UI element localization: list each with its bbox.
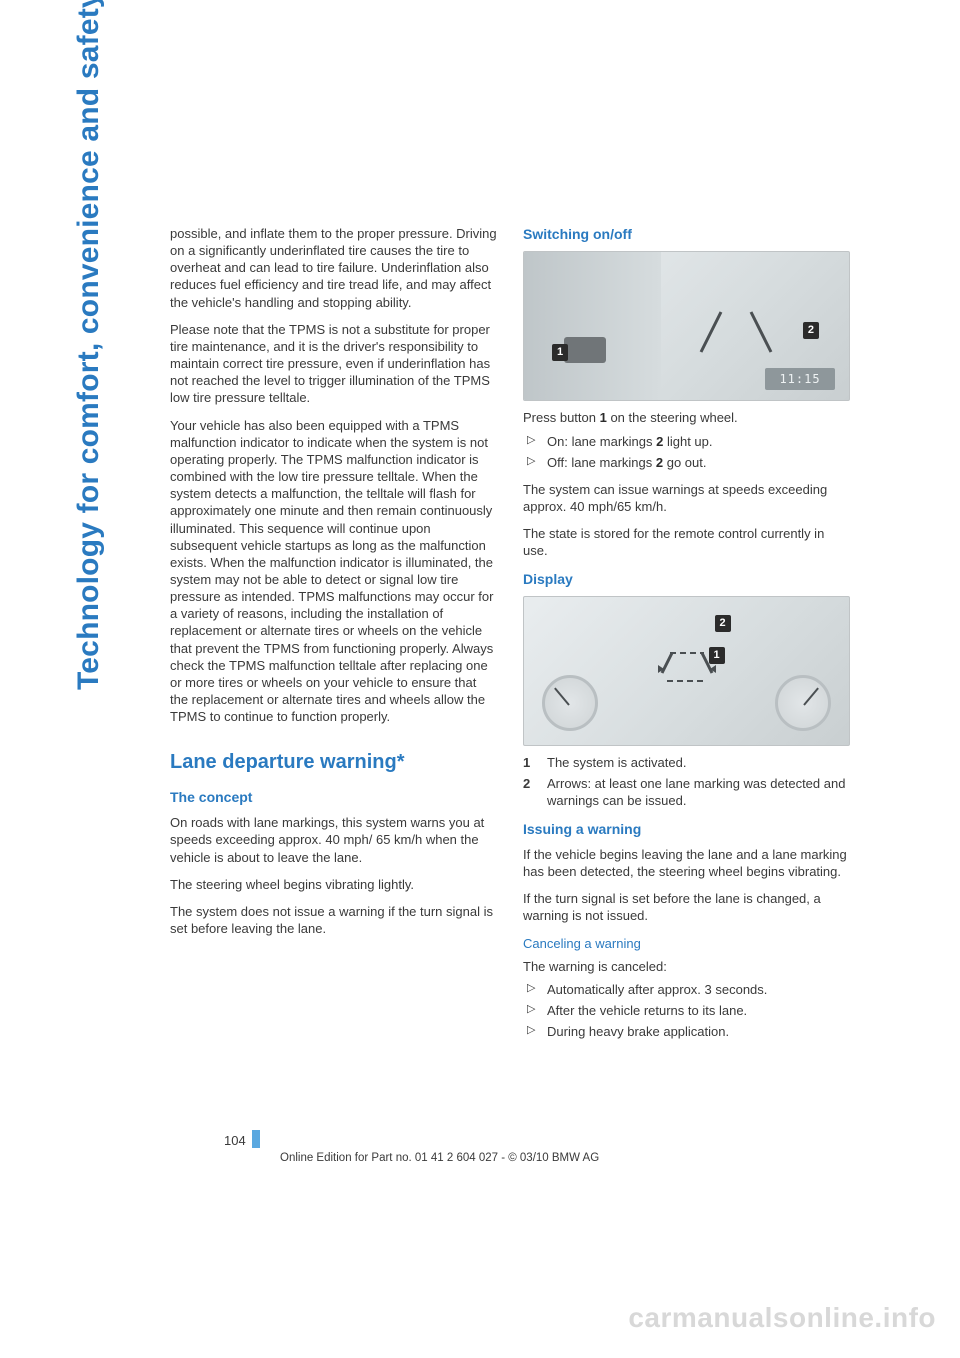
text-fragment: light up. <box>663 434 712 449</box>
list-number: 2 <box>523 775 530 792</box>
text-fragment: Press button <box>523 410 600 425</box>
subheading-switching: Switching on/off <box>523 225 850 243</box>
bullet-list: On: lane markings 2 light up. Off: lane … <box>523 433 850 471</box>
footer-text: Online Edition for Part no. 01 41 2 604 … <box>280 1152 599 1164</box>
text-fragment: The system is activated. <box>547 755 686 770</box>
body-text: If the vehicle begins leaving the lane a… <box>523 846 850 880</box>
body-text: Please note that the TPMS is not a subst… <box>170 321 497 407</box>
numbered-list: 1 The system is activated. 2 Arrows: at le… <box>523 754 850 809</box>
list-item: 1 The system is activated. <box>523 754 850 771</box>
text-fragment: Off: lane markings <box>547 455 656 470</box>
page-number-bar <box>252 1130 260 1148</box>
body-text: Press button 1 on the steering wheel. <box>523 409 850 426</box>
body-text: The system can issue warnings at speeds … <box>523 481 850 515</box>
subheading-display: Display <box>523 570 850 588</box>
callout-2: 2 <box>715 615 731 632</box>
gauge-left-icon <box>542 675 598 731</box>
watermark: carmanualsonline.info <box>628 1302 936 1334</box>
list-number: 1 <box>523 754 530 771</box>
body-text: possible, and inflate them to the proper… <box>170 225 497 311</box>
subheading-issuing: Issuing a warning <box>523 820 850 838</box>
heading-lane-departure: Lane departure warning* <box>170 749 497 775</box>
text-fragment: Arrows: at least one lane marking was de… <box>547 776 845 808</box>
body-text: The state is stored for the remote contr… <box>523 525 850 559</box>
subheading-concept: The concept <box>170 788 497 806</box>
body-text: Your vehicle has also been equipped with… <box>170 417 497 726</box>
page-number: 104 <box>224 1133 246 1148</box>
callout-2: 2 <box>803 322 819 339</box>
body-text: The system does not issue a warning if t… <box>170 903 497 937</box>
body-text: On roads with lane markings, this system… <box>170 814 497 865</box>
subheading-canceling: Canceling a warning <box>523 935 850 952</box>
page: Technology for comfort, convenience and … <box>0 0 960 1358</box>
content-columns: possible, and inflate them to the proper… <box>170 225 850 1050</box>
list-item: Off: lane markings 2 go out. <box>523 454 850 471</box>
callout-1: 1 <box>552 344 568 361</box>
list-item: After the vehicle returns to its lane. <box>523 1002 850 1019</box>
column-right: Switching on/off 1 2 11:15 Press button … <box>523 225 850 1050</box>
figure-clock: 11:15 <box>765 368 835 390</box>
body-text: If the turn signal is set before the lan… <box>523 890 850 924</box>
body-text: The warning is canceled: <box>523 958 850 975</box>
figure-switching: 1 2 11:15 <box>523 251 850 401</box>
callout-1: 1 <box>709 647 725 664</box>
figure-display: 2 1 <box>523 596 850 746</box>
list-item: On: lane markings 2 light up. <box>523 433 850 450</box>
list-item: 2 Arrows: at least one lane marking was d… <box>523 775 850 809</box>
bullet-list: Automatically after approx. 3 seconds. A… <box>523 981 850 1040</box>
page-number-box: 104 <box>224 1130 260 1148</box>
text-fragment: on the steering wheel. <box>607 410 738 425</box>
body-text: The steering wheel begins vibrating ligh… <box>170 876 497 893</box>
figure-shading <box>524 252 661 400</box>
figure-button <box>564 337 606 363</box>
side-section-label: Technology for comfort, convenience and … <box>72 0 106 690</box>
bold-ref-1: 1 <box>600 410 607 425</box>
list-item: Automatically after approx. 3 seconds. <box>523 981 850 998</box>
text-fragment: On: lane markings <box>547 434 656 449</box>
lane-display-icon <box>632 633 742 703</box>
lane-lines-icon <box>681 302 801 362</box>
column-left: possible, and inflate them to the proper… <box>170 225 497 1050</box>
list-item: During heavy brake application. <box>523 1023 850 1040</box>
text-fragment: go out. <box>663 455 706 470</box>
